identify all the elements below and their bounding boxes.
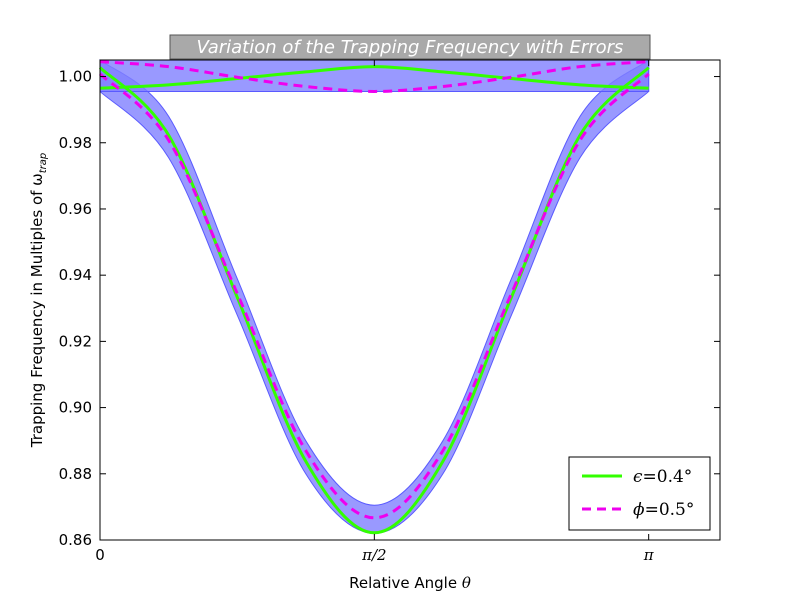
legend-label-phi-value: =0.5° [645,500,695,520]
legend-box [568,456,711,531]
legend: ϵ=0.4° ϕ=0.5° [568,456,711,531]
legend-label-phi: ϕ=0.5° [633,500,694,520]
x-axis-label-symbol: θ [462,574,471,592]
chart-title-background [169,34,651,60]
series-1-curve-1 [99,60,649,93]
series-0-curve-0 [98,66,650,535]
y-tick-label: 0.98 [59,134,92,152]
x-tick-label: π [643,546,655,564]
x-tick-labels: 0 π/2 π [95,546,655,564]
y-axis-label-text: Trapping Frequency in Multiples of ω [28,173,46,448]
y-tick-label: 0.90 [59,399,92,417]
y-tick-label: 0.96 [59,200,92,218]
x-tick-label: 0 [95,546,105,564]
y-tick-label: 0.86 [59,531,92,549]
chart-title: Variation of the Trapping Frequency with… [197,37,624,58]
series-0-curve-1 [99,65,649,90]
y-axis-label-subscript: trap [38,153,49,174]
series-lines [98,60,650,535]
legend-label-epsilon-value: =0.4° [643,467,693,487]
chart-title-group: Variation of the Trapping Frequency with… [169,34,651,60]
y-tick-label: 1.00 [59,68,92,86]
x-tick-label: π/2 [361,546,386,564]
legend-label-phi-symbol: ϕ [633,500,645,520]
axis-ticks [99,60,720,541]
x-axis-label-text: Relative Angle [349,574,462,592]
y-tick-labels: 0.86 0.88 0.90 0.92 0.94 0.96 0.98 1.00 [59,68,92,549]
x-axis-label: Relative Angle θ [349,574,471,592]
legend-label-epsilon: ϵ=0.4° [633,467,692,487]
axes-frame [99,59,721,541]
series-1-curve-0 [98,72,650,520]
y-tick-label: 0.88 [59,465,92,483]
y-tick-label: 0.92 [59,332,92,350]
legend-label-epsilon-symbol: ϵ [633,467,643,487]
y-tick-label: 0.94 [59,266,92,284]
y-axis-label: Trapping Frequency in Multiples of ωtrap [28,153,49,449]
